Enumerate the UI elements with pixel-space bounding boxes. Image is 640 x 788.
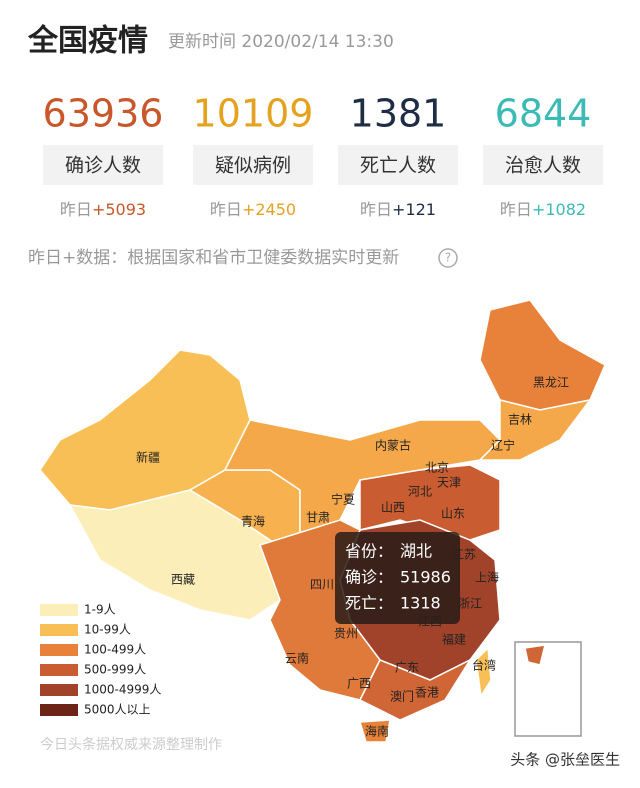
region	[479, 299, 606, 411]
province-label: 西藏	[171, 573, 195, 587]
stat-label: 确诊人数	[65, 155, 141, 177]
stat-value: 6844	[495, 92, 592, 136]
tooltip	[335, 532, 460, 624]
province-label: 海南	[365, 724, 389, 739]
header: 全国疫情 更新时间 2020/02/14 13:30 昨日+数据：根据国家和省市…	[27, 24, 620, 769]
province-label: 宁夏	[331, 492, 355, 507]
legend-swatch	[40, 684, 78, 696]
delta: +1082	[532, 200, 586, 219]
province-label: 澳门	[390, 689, 414, 704]
region	[524, 644, 547, 666]
region	[358, 658, 473, 721]
legend-label: 1-9人	[84, 603, 116, 617]
province-label: 内蒙古	[375, 438, 411, 453]
delta: +5093	[92, 200, 146, 219]
province-label: 山西	[381, 501, 405, 515]
province-label: 河北	[408, 485, 432, 499]
province-label: 浙江	[458, 597, 482, 611]
province-label: 黑龙江	[533, 376, 569, 390]
legend-swatch	[40, 644, 78, 656]
inset	[514, 641, 582, 737]
region	[359, 719, 391, 743]
province-label: 福建	[442, 632, 466, 647]
region	[478, 398, 592, 461]
watermark: 头条 @张垒医生	[510, 751, 620, 769]
tooltip-label: 死亡：	[345, 594, 393, 613]
help-icon[interactable]	[438, 248, 458, 268]
yesterday: 昨日	[360, 200, 392, 219]
stat-box	[338, 145, 458, 185]
stat-value: 63936	[43, 92, 164, 136]
province-label: 香港	[415, 686, 439, 700]
tooltip-value: 1318	[400, 594, 441, 613]
title: 全国疫情	[27, 24, 148, 59]
help-glyph: ?	[445, 251, 451, 265]
stat-label: 治愈人数	[505, 155, 581, 177]
legend-swatch	[40, 664, 78, 676]
legend-label: 10-99人	[84, 623, 131, 637]
tooltip-label: 省份：	[345, 542, 393, 561]
yesterday: 昨日	[60, 200, 92, 219]
province-label: 甘肃	[306, 511, 330, 525]
note: 昨日+数据：根据国家和省市卫健委数据实时更新	[28, 248, 399, 268]
stat-value: 10109	[193, 92, 314, 136]
legend-swatch	[40, 704, 78, 716]
stat-label: 疑似病例	[215, 155, 291, 177]
delta: +121	[392, 200, 436, 219]
province-label: 天津	[437, 476, 461, 490]
legend-label: 5000人以上	[84, 703, 151, 717]
tooltip-value: 湖北	[400, 542, 432, 561]
source: 今日头条据权威来源整理制作	[40, 736, 222, 753]
stat-delta-row: 昨日+121	[360, 200, 436, 219]
province-label: 广西	[347, 677, 371, 691]
province-label: 山东	[441, 507, 465, 521]
delta: +2450	[242, 200, 296, 219]
stat-delta-row: 昨日+2450	[210, 200, 296, 219]
province-label: 辽宁	[491, 438, 515, 453]
stat-box	[483, 145, 603, 185]
stat-box	[43, 145, 163, 185]
stat-delta-row: 昨日+5093	[60, 200, 146, 219]
province-label: 台湾	[472, 658, 496, 673]
legend: 1-9人 10-99人 100-499人 500-999人 1000-4999人 5000…	[40, 603, 161, 717]
update-time: 更新时间 2020/02/14 13:30	[168, 32, 394, 52]
province-label: 四川	[310, 578, 334, 592]
tooltip-value: 51986	[400, 568, 451, 587]
region	[475, 646, 492, 699]
legend-label: 100-499人	[84, 643, 146, 657]
stat-delta-row: 昨日+1082	[500, 200, 586, 219]
yesterday: 昨日	[210, 200, 242, 219]
province-label: 新疆	[136, 450, 160, 465]
yesterday: 昨日	[500, 200, 532, 219]
province-label: 北京	[425, 461, 449, 475]
province-label: 贵州	[334, 627, 358, 641]
legend-label: 1000-4999人	[84, 683, 161, 697]
tooltip-label: 确诊：	[345, 568, 393, 587]
legend-label: 500-999人	[84, 663, 146, 677]
stat-box	[193, 145, 313, 185]
province-label: 吉林	[508, 413, 532, 427]
legend-swatch	[40, 604, 78, 616]
region	[359, 464, 501, 541]
stat-label: 死亡人数	[360, 155, 436, 177]
stats: 63936确诊人数昨日+509310109疑似病例昨日+24501381死亡人数…	[43, 92, 603, 219]
province-label: 广东	[395, 661, 419, 675]
stat-value: 1381	[350, 92, 447, 136]
province-label: 云南	[285, 651, 309, 666]
legend-swatch	[40, 624, 78, 636]
province-label: 青海	[241, 514, 265, 529]
province-label: 上海	[475, 570, 499, 585]
